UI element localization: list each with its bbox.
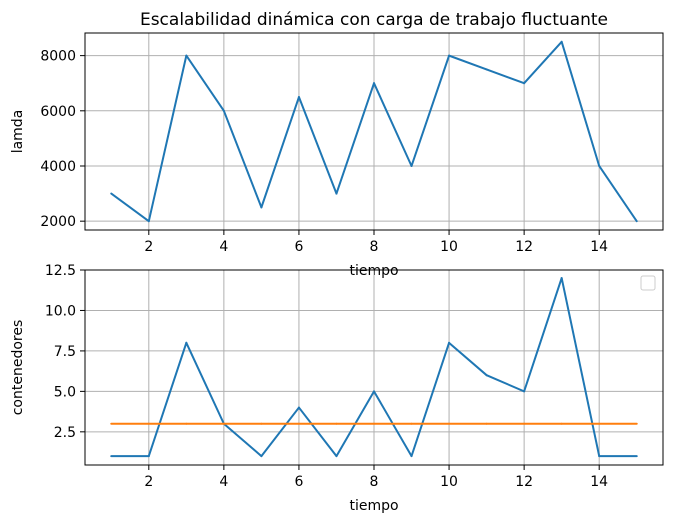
bottom-y-axis-label: contenedores bbox=[10, 320, 26, 416]
y-tick-label: 8000 bbox=[40, 49, 76, 65]
legend-box bbox=[640, 275, 656, 291]
top-subplot: 2 4 6 8 10 12 14 2000 4000 6000 8000 Escalabilidad… bbox=[10, 10, 664, 279]
series-1-segment bbox=[598, 164, 638, 223]
series-1 bbox=[110, 40, 638, 223]
x-tick-label: 8 bbox=[370, 474, 379, 490]
bottom-ticks: 2 4 6 8 10 12 14 2.5 5.0 7.5 10.0 12.5 bbox=[45, 263, 608, 490]
chart-title: Escalabilidad dinámica con carga de trab… bbox=[140, 10, 608, 30]
top-ticks: 2 4 6 8 10 12 14 2000 4000 6000 8000 bbox=[40, 49, 608, 255]
series-1-segment bbox=[110, 192, 150, 223]
series-1-segment bbox=[185, 54, 225, 112]
x-tick-label: 6 bbox=[294, 474, 303, 490]
x-tick-label: 4 bbox=[219, 239, 228, 255]
series-1 bbox=[110, 277, 638, 458]
top-y-axis-label: lamda bbox=[10, 110, 26, 154]
y-tick-label: 4000 bbox=[40, 159, 76, 175]
x-tick-label: 8 bbox=[370, 239, 379, 255]
bottom-x-axis-label: tiempo bbox=[349, 498, 398, 514]
series-1-segment bbox=[523, 40, 563, 85]
x-tick-label: 6 bbox=[294, 239, 303, 255]
series-1-segment bbox=[297, 406, 338, 458]
series-1-segment bbox=[222, 109, 263, 209]
y-tick-label: 5.0 bbox=[54, 384, 76, 400]
x-tick-label: 2 bbox=[144, 239, 153, 255]
series-1-segment bbox=[485, 374, 526, 393]
x-tick-label: 12 bbox=[515, 239, 533, 255]
y-tick-label: 2000 bbox=[40, 214, 76, 230]
y-tick-label: 6000 bbox=[40, 104, 76, 120]
x-tick-label: 4 bbox=[219, 474, 228, 490]
y-tick-label: 10.0 bbox=[45, 303, 76, 319]
series-1-segment bbox=[147, 54, 188, 223]
y-tick-label: 2.5 bbox=[54, 425, 76, 441]
x-tick-label: 10 bbox=[440, 239, 458, 255]
series-1-segment bbox=[485, 68, 526, 85]
series-1-segment bbox=[185, 341, 225, 425]
series-1-segment bbox=[410, 341, 451, 458]
series-1-segment bbox=[147, 341, 188, 458]
top-series bbox=[110, 40, 638, 223]
series-1-segment bbox=[410, 54, 451, 167]
bottom-subplot: 2 4 6 8 10 12 14 2.5 5.0 7.5 10.0 12.5 contenedores… bbox=[10, 263, 664, 514]
series-1-segment bbox=[560, 277, 601, 458]
top-grid bbox=[85, 33, 663, 230]
series-1-segment bbox=[523, 277, 563, 393]
series-1-segment bbox=[222, 422, 263, 458]
series-1-segment bbox=[373, 82, 413, 167]
series-1-segment bbox=[260, 406, 300, 458]
x-tick-label: 10 bbox=[440, 474, 458, 490]
x-tick-label: 14 bbox=[590, 239, 608, 255]
bottom-series bbox=[110, 277, 638, 458]
x-tick-label: 12 bbox=[515, 474, 533, 490]
series-1-segment bbox=[260, 96, 300, 209]
series-1-segment bbox=[297, 96, 338, 195]
x-tick-label: 14 bbox=[590, 474, 608, 490]
y-tick-label: 12.5 bbox=[45, 263, 76, 279]
x-tick-label: 2 bbox=[144, 474, 153, 490]
series-1-segment bbox=[448, 341, 488, 377]
y-tick-label: 7.5 bbox=[54, 344, 76, 360]
series-1-segment bbox=[560, 40, 601, 167]
series-1-segment bbox=[448, 54, 488, 71]
series-1-segment bbox=[335, 82, 375, 195]
